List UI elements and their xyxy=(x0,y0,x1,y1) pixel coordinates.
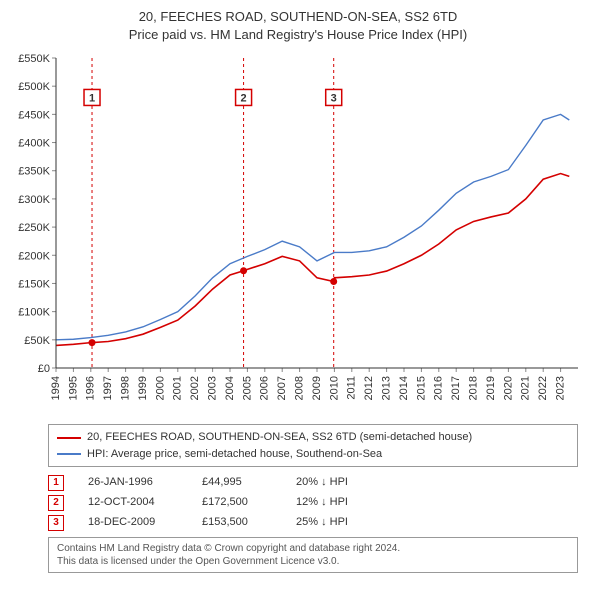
sale-diff: 25% ↓ HPI xyxy=(296,513,376,533)
legend-row: 20, FEECHES ROAD, SOUTHEND-ON-SEA, SS2 6… xyxy=(57,429,569,446)
legend-label: HPI: Average price, semi-detached house,… xyxy=(87,446,382,463)
svg-text:2013: 2013 xyxy=(381,376,393,400)
sale-date: 26-JAN-1996 xyxy=(88,473,178,493)
sale-price: £172,500 xyxy=(202,493,272,513)
sales-table: 1 26-JAN-1996 £44,995 20% ↓ HPI 2 12-OCT-2004… xyxy=(48,473,578,532)
svg-text:1: 1 xyxy=(89,93,95,105)
svg-text:£50K: £50K xyxy=(24,335,50,347)
sale-marker-box: 3 xyxy=(48,515,64,531)
svg-text:1995: 1995 xyxy=(67,376,79,400)
svg-text:£300K: £300K xyxy=(18,194,50,206)
sale-diff: 12% ↓ HPI xyxy=(296,493,376,513)
svg-text:£350K: £350K xyxy=(18,166,50,178)
svg-text:2008: 2008 xyxy=(294,376,306,400)
svg-text:2023: 2023 xyxy=(555,376,567,400)
svg-text:2: 2 xyxy=(241,93,247,105)
legend-row: HPI: Average price, semi-detached house,… xyxy=(57,446,569,463)
svg-text:£0: £0 xyxy=(38,363,50,375)
footer-line-2: This data is licensed under the Open Gov… xyxy=(57,555,569,568)
sale-diff: 20% ↓ HPI xyxy=(296,473,376,493)
sale-date: 12-OCT-2004 xyxy=(88,493,178,513)
svg-text:2001: 2001 xyxy=(172,376,184,400)
svg-text:£400K: £400K xyxy=(18,138,50,150)
svg-text:2019: 2019 xyxy=(485,376,497,400)
svg-text:2022: 2022 xyxy=(537,376,549,400)
svg-text:2020: 2020 xyxy=(502,376,514,400)
sale-date: 18-DEC-2009 xyxy=(88,513,178,533)
sales-row: 1 26-JAN-1996 £44,995 20% ↓ HPI xyxy=(48,473,578,493)
footer-line-1: Contains HM Land Registry data © Crown c… xyxy=(57,542,569,555)
svg-text:2007: 2007 xyxy=(276,376,288,400)
svg-text:2004: 2004 xyxy=(224,376,236,400)
chart-svg: £0 £50K £100K £150K £200K £250K £300K £350K £400… xyxy=(8,48,588,418)
svg-text:1997: 1997 xyxy=(102,376,114,400)
svg-text:2005: 2005 xyxy=(241,376,253,400)
svg-text:2002: 2002 xyxy=(189,376,201,400)
svg-text:£550K: £550K xyxy=(18,53,50,65)
svg-text:2012: 2012 xyxy=(363,376,375,400)
title-line-2: Price paid vs. HM Land Registry's House … xyxy=(8,26,588,44)
legend-swatch xyxy=(57,453,81,455)
sales-row: 2 12-OCT-2004 £172,500 12% ↓ HPI xyxy=(48,493,578,513)
title-block: 20, FEECHES ROAD, SOUTHEND-ON-SEA, SS2 6… xyxy=(8,8,588,44)
svg-text:2021: 2021 xyxy=(520,376,532,400)
svg-text:1996: 1996 xyxy=(85,376,97,400)
svg-text:2010: 2010 xyxy=(328,376,340,400)
svg-text:£250K: £250K xyxy=(18,222,50,234)
chart-container: 20, FEECHES ROAD, SOUTHEND-ON-SEA, SS2 6… xyxy=(0,0,600,590)
legend-swatch xyxy=(57,437,81,439)
svg-text:2014: 2014 xyxy=(398,376,410,400)
svg-text:2009: 2009 xyxy=(311,376,323,400)
svg-text:£500K: £500K xyxy=(18,82,50,94)
svg-text:2011: 2011 xyxy=(346,376,358,400)
chart-area: £0 £50K £100K £150K £200K £250K £300K £350K £400… xyxy=(8,48,588,418)
svg-text:£100K: £100K xyxy=(18,307,50,319)
sale-marker-box: 2 xyxy=(48,495,64,511)
sales-row: 3 18-DEC-2009 £153,500 25% ↓ HPI xyxy=(48,513,578,533)
svg-text:£450K: £450K xyxy=(18,110,50,122)
footer-box: Contains HM Land Registry data © Crown c… xyxy=(48,537,578,573)
svg-text:1994: 1994 xyxy=(50,376,62,400)
svg-text:2006: 2006 xyxy=(259,376,271,400)
sale-price: £153,500 xyxy=(202,513,272,533)
svg-text:2000: 2000 xyxy=(154,376,166,400)
svg-text:2015: 2015 xyxy=(415,376,427,400)
svg-text:1998: 1998 xyxy=(120,376,132,400)
svg-text:2016: 2016 xyxy=(433,376,445,400)
svg-text:£200K: £200K xyxy=(18,251,50,263)
legend-box: 20, FEECHES ROAD, SOUTHEND-ON-SEA, SS2 6… xyxy=(48,424,578,467)
sale-marker-box: 1 xyxy=(48,475,64,491)
svg-text:1999: 1999 xyxy=(137,376,149,400)
svg-text:2017: 2017 xyxy=(450,376,462,400)
svg-text:£150K: £150K xyxy=(18,279,50,291)
sale-price: £44,995 xyxy=(202,473,272,493)
svg-text:3: 3 xyxy=(331,93,337,105)
svg-text:2003: 2003 xyxy=(207,376,219,400)
legend-label: 20, FEECHES ROAD, SOUTHEND-ON-SEA, SS2 6… xyxy=(87,429,472,446)
svg-text:2018: 2018 xyxy=(468,376,480,400)
title-line-1: 20, FEECHES ROAD, SOUTHEND-ON-SEA, SS2 6… xyxy=(8,8,588,26)
